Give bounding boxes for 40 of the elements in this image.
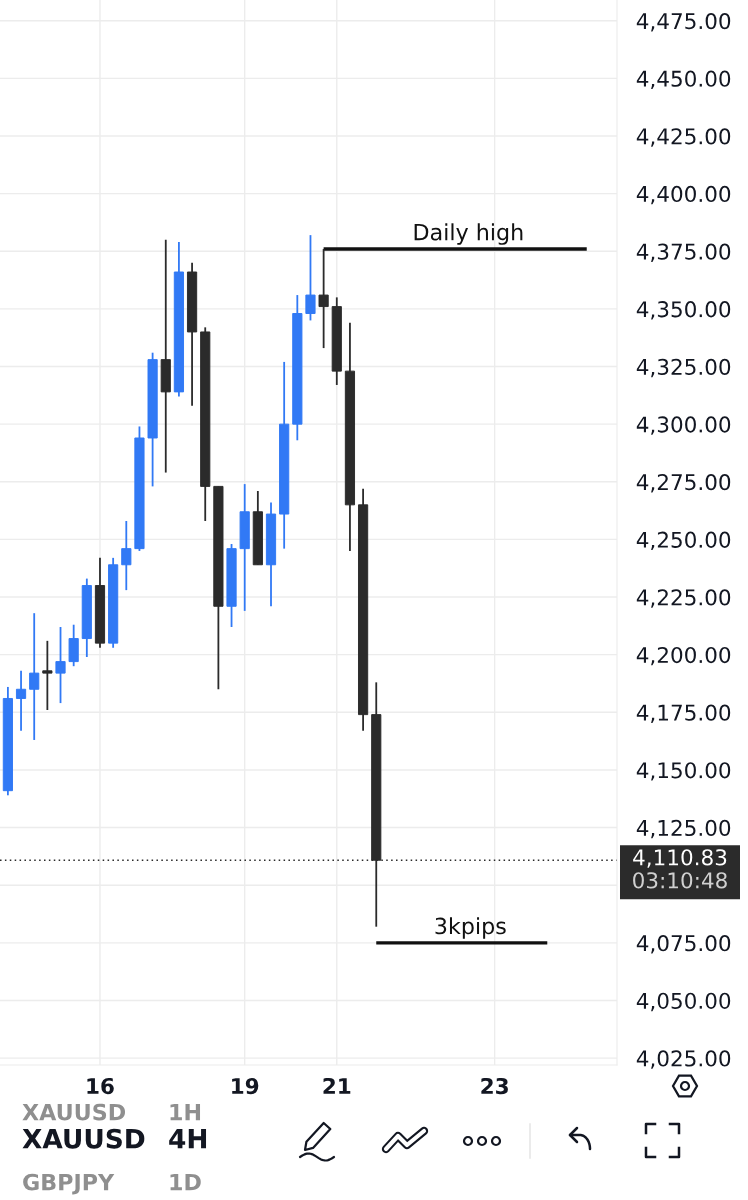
y-tick-label: 4,300.00 bbox=[636, 416, 731, 435]
text: XAUUSD bbox=[22, 1128, 145, 1149]
y-tick-label: 4,225.00 bbox=[636, 589, 731, 608]
candlestick bbox=[318, 248, 329, 349]
y-tick-label: 4,075.00 bbox=[636, 935, 731, 954]
text: 4H bbox=[169, 1129, 207, 1149]
y-tick-label: 4,325.00 bbox=[636, 358, 731, 378]
y-tick-label: 4,200.00 bbox=[636, 646, 731, 666]
ref-line-label: 4,110.83 bbox=[633, 849, 727, 868]
candlestick bbox=[68, 623, 79, 668]
candlestick bbox=[305, 234, 316, 322]
y-tick-label: 4,450.00 bbox=[636, 70, 731, 90]
x-tick-label: 16 bbox=[87, 1077, 114, 1095]
text: 03:10:48 bbox=[633, 872, 727, 889]
y-tick-label: 4,425.00 bbox=[636, 128, 731, 147]
y-tick-label: 4,175.00 bbox=[636, 704, 731, 723]
text: 1H bbox=[170, 1103, 201, 1121]
y-tick-label: 4,375.00 bbox=[636, 243, 731, 262]
y-tick-label: 4,475.00 bbox=[636, 12, 731, 32]
candlestick bbox=[42, 639, 53, 711]
y-tick-label: 4,275.00 bbox=[636, 473, 731, 493]
y-tick-label: 4,350.00 bbox=[636, 301, 731, 320]
candlestick bbox=[55, 626, 66, 704]
y-tick-label: 4,125.00 bbox=[636, 819, 731, 839]
text: XAUUSD bbox=[22, 1103, 126, 1121]
text: GBPJPY bbox=[23, 1173, 115, 1195]
y-tick-label: 4,400.00 bbox=[636, 185, 731, 205]
text: 1D bbox=[170, 1173, 201, 1191]
candlestick bbox=[15, 669, 27, 732]
y-tick-label: 4,250.00 bbox=[636, 531, 731, 551]
y-tick-label: 4,050.00 bbox=[636, 992, 731, 1012]
x-tick-label: 19 bbox=[232, 1077, 259, 1095]
x-tick-label: 23 bbox=[481, 1077, 508, 1095]
series-label: Daily high bbox=[414, 223, 523, 245]
candlestick bbox=[29, 612, 40, 741]
series-label: 3kpips bbox=[435, 917, 506, 939]
y-tick-label: 4,150.00 bbox=[636, 762, 731, 781]
y-tick-label: 4,025.00 bbox=[636, 1050, 731, 1069]
candlestick bbox=[121, 520, 132, 592]
x-tick-label: 21 bbox=[323, 1077, 351, 1094]
